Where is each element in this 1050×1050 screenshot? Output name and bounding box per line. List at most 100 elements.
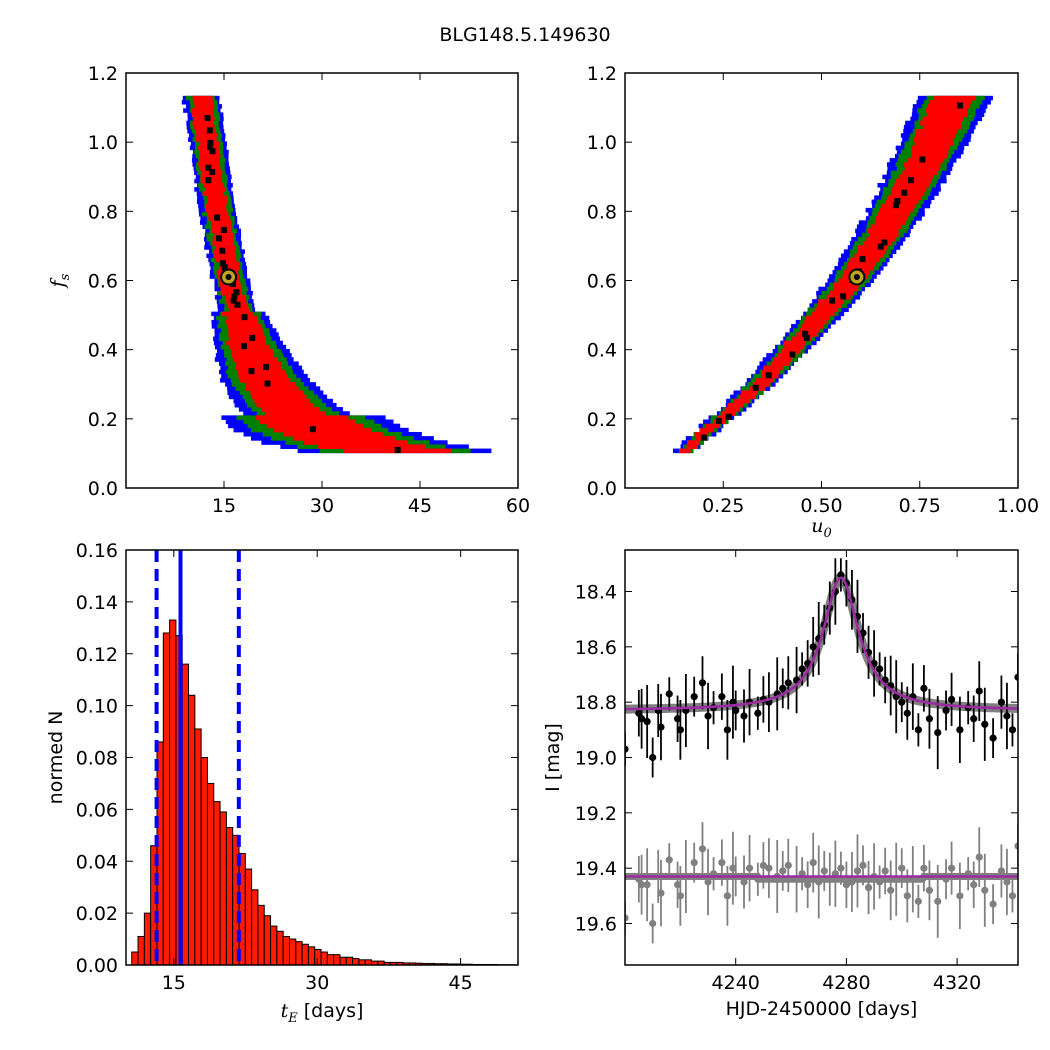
y-tick-label: 0.8 — [88, 201, 118, 223]
data-point — [740, 712, 748, 720]
region-cell — [191, 108, 213, 113]
best-fit-marker-center — [853, 274, 860, 281]
data-point — [903, 709, 911, 717]
region-cell — [211, 224, 232, 230]
x-axis-label: tE [days] — [281, 1000, 364, 1026]
label-subscript: 0 — [823, 526, 831, 541]
region-cell — [847, 261, 876, 267]
histogram-bar — [320, 951, 328, 966]
y-tick-label: 18.8 — [575, 692, 617, 714]
posterior-sample — [829, 297, 836, 304]
data-point — [754, 709, 762, 717]
residual-point — [698, 845, 707, 853]
residual-point — [975, 853, 983, 861]
x-axis-label: u0 — [811, 515, 832, 541]
region-cell — [869, 232, 899, 238]
y-tick-label: 0.00 — [76, 955, 118, 977]
data-point — [925, 715, 934, 723]
posterior-sample — [765, 372, 772, 379]
histogram-bar — [301, 943, 309, 966]
residual-point — [842, 881, 851, 889]
posterior-sample — [803, 334, 810, 341]
histogram-bar — [251, 889, 259, 966]
region-cell — [205, 187, 226, 192]
region-cell — [200, 174, 222, 180]
histogram-bar — [307, 946, 316, 966]
posterior-sample — [219, 260, 226, 267]
region-cell — [911, 145, 950, 151]
region-cell — [879, 207, 913, 213]
histogram-bar — [200, 757, 208, 966]
residual-point — [643, 881, 651, 889]
posterior-sample — [715, 417, 722, 424]
histogram-bar — [364, 959, 373, 966]
region-cell — [898, 174, 934, 180]
region-cell — [866, 228, 899, 234]
data-point — [798, 665, 806, 673]
residual-point — [1014, 842, 1018, 850]
region-cell — [920, 120, 962, 126]
region-cell — [231, 353, 275, 358]
region-cell — [245, 382, 297, 387]
region-cell — [207, 195, 227, 200]
residual-point — [903, 892, 911, 900]
data-point — [625, 745, 629, 753]
histogram-bar — [225, 827, 234, 966]
region-cell — [846, 265, 874, 271]
residual-point — [625, 914, 629, 922]
posterior-sample — [220, 227, 227, 234]
region-cell — [902, 170, 938, 176]
y-tick-label: 0.10 — [76, 696, 118, 718]
residual-point — [665, 856, 673, 864]
data-point — [665, 690, 673, 698]
histogram-bar — [188, 694, 196, 966]
y-tick-label: 0.4 — [587, 340, 617, 362]
posterior-sample — [877, 243, 884, 250]
region-cell — [727, 402, 744, 408]
residual-point — [690, 859, 698, 867]
region-cell — [752, 382, 770, 387]
region-cell — [225, 319, 259, 325]
histogram-bar — [358, 959, 366, 966]
figure-title: BLG148.5.149630 — [439, 24, 610, 46]
label-symbol: u — [811, 515, 823, 537]
y-tick-label: 1.0 — [587, 132, 617, 154]
posterior-sample — [919, 156, 926, 163]
posterior-sample — [206, 127, 213, 134]
posterior-sample — [956, 102, 963, 109]
residual-point — [956, 892, 964, 900]
y-tick-label: 18.6 — [575, 637, 617, 659]
posterior-sample — [263, 363, 270, 370]
region-cell — [903, 162, 941, 167]
data-point — [649, 753, 657, 762]
histogram-bar — [244, 868, 253, 966]
histogram-bar — [181, 663, 190, 966]
x-tick-label: 4280 — [822, 972, 870, 994]
region-cell — [202, 191, 224, 196]
region-cell — [892, 187, 927, 192]
region-cell — [260, 419, 355, 425]
region-cell — [198, 158, 220, 163]
data-point — [643, 717, 651, 726]
data-point — [956, 726, 964, 734]
y-tick-label: 19.2 — [575, 803, 617, 825]
region-cell — [200, 178, 222, 184]
model-line — [625, 576, 1018, 711]
data-point — [914, 726, 922, 734]
residual-point — [657, 889, 665, 897]
residual-point — [723, 892, 732, 900]
region-cell — [922, 124, 962, 130]
y-tick-label: 0.0 — [587, 478, 617, 500]
region-cell — [274, 427, 372, 433]
region-cell — [256, 415, 349, 420]
posterior-sample — [249, 334, 256, 341]
x-tick-label: 30 — [305, 972, 329, 994]
region-cell — [192, 120, 214, 126]
region-cell — [717, 415, 731, 420]
posterior-sample — [219, 247, 226, 254]
y-tick-label: 18.4 — [575, 582, 617, 604]
posterior-sample — [230, 297, 237, 304]
label-symbol: t — [281, 1000, 289, 1022]
data-point — [1008, 726, 1017, 734]
data-point — [718, 693, 726, 701]
